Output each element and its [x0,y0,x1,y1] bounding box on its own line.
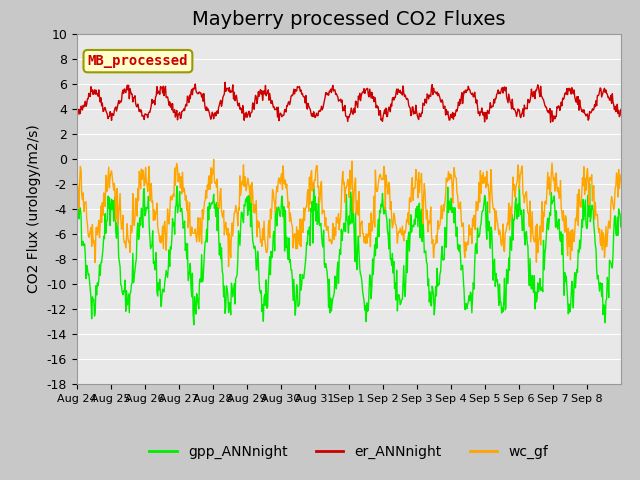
er_ANNnight [73,110,81,116]
gpp_ANNnight [73,213,81,219]
gpp_ANNnight [137,222,145,228]
wc_gf [210,156,218,162]
Y-axis label: CO2 Flux (urology/m2/s): CO2 Flux (urology/m2/s) [27,124,41,293]
er_ANNnight [285,99,292,105]
gpp_ANNnight [586,181,593,187]
gpp_ANNnight [406,248,413,254]
er_ANNnight [221,79,229,85]
er_ANNnight [436,95,444,101]
gpp_ANNnight [436,271,444,277]
wc_gf [73,169,81,175]
gpp_ANNnight [190,322,198,328]
Title: Mayberry processed CO2 Fluxes: Mayberry processed CO2 Fluxes [192,10,506,29]
Text: MB_processed: MB_processed [88,54,188,68]
Line: wc_gf: wc_gf [77,159,621,266]
wc_gf [137,186,145,192]
Line: er_ANNnight: er_ANNnight [77,82,621,122]
wc_gf [406,195,414,201]
wc_gf [265,217,273,223]
er_ANNnight [547,120,554,125]
er_ANNnight [406,104,413,110]
er_ANNnight [237,107,245,113]
Legend: gpp_ANNnight, er_ANNnight, wc_gf: gpp_ANNnight, er_ANNnight, wc_gf [144,439,554,465]
gpp_ANNnight [285,235,292,241]
gpp_ANNnight [264,281,272,287]
wc_gf [617,172,625,178]
gpp_ANNnight [237,209,245,215]
wc_gf [238,179,246,184]
wc_gf [225,264,232,269]
wc_gf [285,218,293,224]
wc_gf [437,214,445,219]
er_ANNnight [617,107,625,112]
er_ANNnight [137,109,145,115]
er_ANNnight [264,87,272,93]
Line: gpp_ANNnight: gpp_ANNnight [77,184,621,325]
gpp_ANNnight [617,224,625,229]
